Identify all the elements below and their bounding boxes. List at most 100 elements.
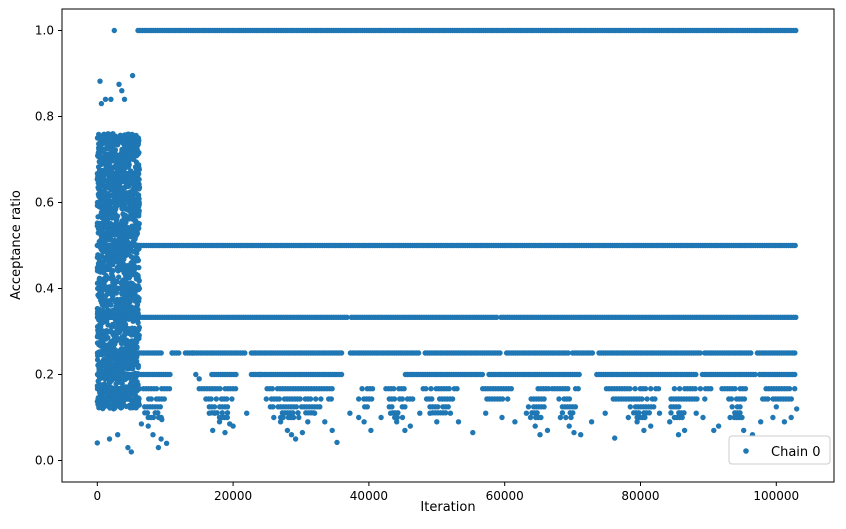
y-tick-label: 0.6 [35,196,54,210]
data-point [328,396,334,402]
data-point [135,320,141,326]
data-point [644,396,650,402]
data-point [94,202,101,209]
data-point [131,248,137,255]
data-point [126,326,132,332]
data-point [105,400,112,407]
data-point [565,350,571,356]
data-point [497,350,503,356]
data-point [104,248,110,254]
data-point [129,72,136,79]
data-point [545,386,552,392]
data-point [270,404,276,410]
data-point [399,414,406,421]
data-point [196,376,202,382]
data-point [118,158,125,165]
data-point [157,404,163,410]
data-point [415,350,422,356]
data-point [133,339,139,345]
data-point [116,305,122,311]
data-point [163,440,170,446]
data-point [394,414,400,421]
data-point [145,423,151,429]
data-point [729,404,735,410]
data-point [115,386,121,392]
data-point [150,432,156,438]
data-point [150,414,157,421]
data-point [102,299,109,305]
data-point [499,396,506,402]
data-point [118,323,124,330]
data-point [97,367,104,373]
data-point [429,396,435,402]
data-point [454,386,460,392]
data-point [131,371,137,378]
data-point [344,314,350,320]
data-point [111,259,117,265]
data-point [566,396,573,402]
legend-entry-chain-0: Chain 0 [771,445,821,460]
data-point [96,153,103,159]
data-point [568,414,574,421]
data-point [102,200,108,206]
data-point [136,278,142,284]
data-point [329,427,335,434]
data-point [656,410,663,416]
data-point [158,436,164,442]
data-point [470,429,476,436]
data-point [737,410,743,416]
data-point [399,396,405,402]
data-point [106,364,113,371]
x-tick-label: 40000 [350,489,388,503]
data-point [111,27,118,34]
data-point [129,208,135,214]
data-point [112,297,118,304]
data-point [112,341,118,347]
data-point [512,419,518,425]
data-point [118,251,124,257]
data-point [288,432,295,438]
data-point [295,410,301,416]
y-tick-label: 0.8 [35,110,54,124]
data-point [651,404,657,410]
data-point [97,184,103,190]
data-point [263,396,269,402]
data-point [257,371,263,378]
y-axis-ticks: 0.00.20.40.60.81.0 [35,24,62,468]
y-tick-label: 0.4 [35,282,54,296]
data-point [692,386,698,392]
data-point [124,366,130,372]
data-point [378,414,384,421]
data-point [107,159,113,165]
data-point [124,234,131,240]
data-point [103,386,109,392]
data-point [741,396,748,402]
data-point [219,410,225,416]
data-point [655,386,662,392]
data-point [123,144,129,151]
data-point [523,410,530,416]
data-point [103,336,109,342]
data-point [284,427,291,434]
data-point [103,348,109,354]
data-point [155,410,161,416]
data-point [135,399,142,405]
data-point [144,410,151,416]
data-point [135,199,142,206]
data-point [646,410,652,416]
axes-frame [61,8,835,483]
data-point [765,396,771,402]
data-point [118,340,125,347]
data-point [732,386,738,392]
data-point [122,281,129,287]
data-point [116,379,123,385]
data-point [102,96,109,103]
data-point [101,341,107,347]
data-point [116,274,122,280]
data-point [98,211,104,217]
data-point [126,396,132,402]
data-point [642,386,649,392]
data-point [792,386,798,392]
data-point [113,329,119,336]
